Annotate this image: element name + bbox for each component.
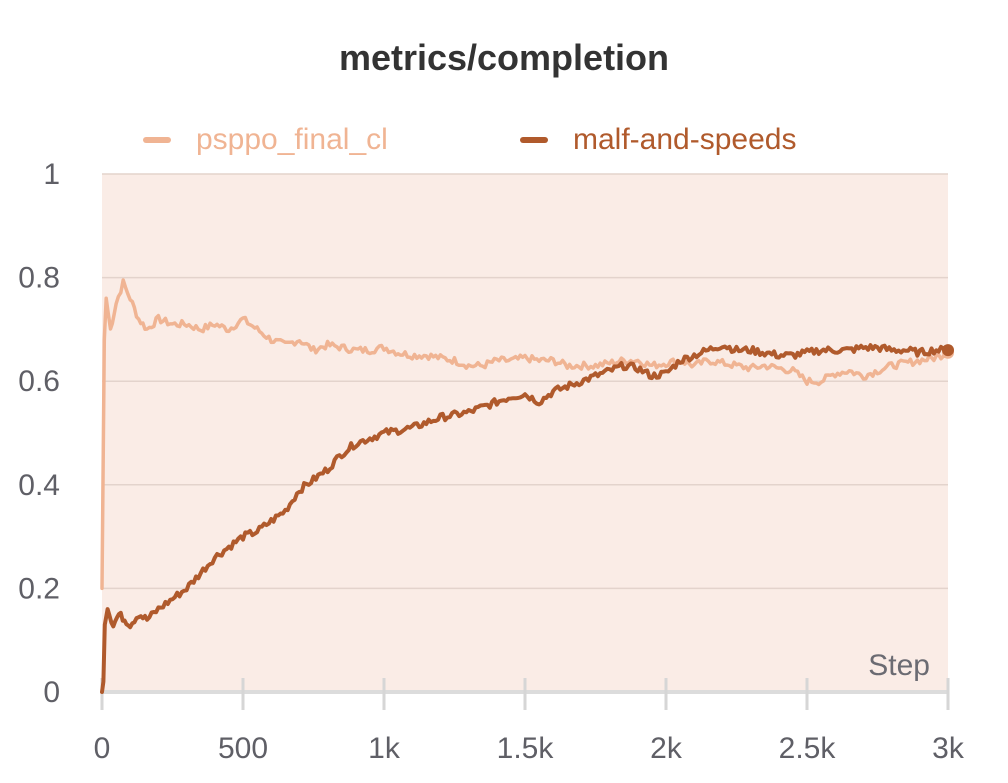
x-axis-label: Step (868, 649, 930, 682)
legend-item-malf-and-speeds[interactable]: malf-and-speeds (520, 123, 796, 156)
y-tick-label: 0.6 (18, 365, 60, 398)
x-tick-label: 3k (932, 732, 965, 765)
plot-background (102, 174, 948, 692)
y-tick-label: 0.8 (18, 262, 60, 295)
series-line[interactable] (100, 343, 950, 694)
series-group (100, 278, 950, 694)
x-tick-label: 0 (94, 732, 111, 765)
legend[interactable]: psppo_final_cl malf-and-speeds (143, 123, 796, 156)
chart-title: metrics/completion (339, 37, 669, 78)
x-axis: 0 500 1k 1.5k 2k 2.5k 3k (94, 678, 965, 765)
x-tick-label: 2k (650, 732, 683, 765)
legend-swatch (143, 137, 171, 143)
legend-label: psppo_final_cl (196, 123, 388, 156)
x-tick-label: 1k (368, 732, 401, 765)
series-line[interactable] (100, 278, 950, 591)
series-endpoint (942, 344, 954, 357)
endpoints (942, 344, 954, 359)
y-tick-label: 0.2 (18, 572, 60, 605)
x-tick-label: 500 (218, 732, 268, 765)
grid (102, 173, 948, 590)
y-tick-label: 0 (43, 676, 60, 709)
y-axis: 0 0.2 0.4 0.6 0.8 1 (18, 158, 60, 709)
x-tick-label: 2.5k (779, 732, 837, 765)
legend-item-psppo-final-cl[interactable]: psppo_final_cl (143, 123, 388, 156)
legend-label: malf-and-speeds (573, 123, 796, 156)
y-tick-label: 1 (43, 158, 60, 191)
x-tick-label: 1.5k (497, 732, 555, 765)
legend-swatch (520, 137, 548, 143)
min-max-band (102, 174, 948, 692)
y-tick-label: 0.4 (18, 469, 60, 502)
